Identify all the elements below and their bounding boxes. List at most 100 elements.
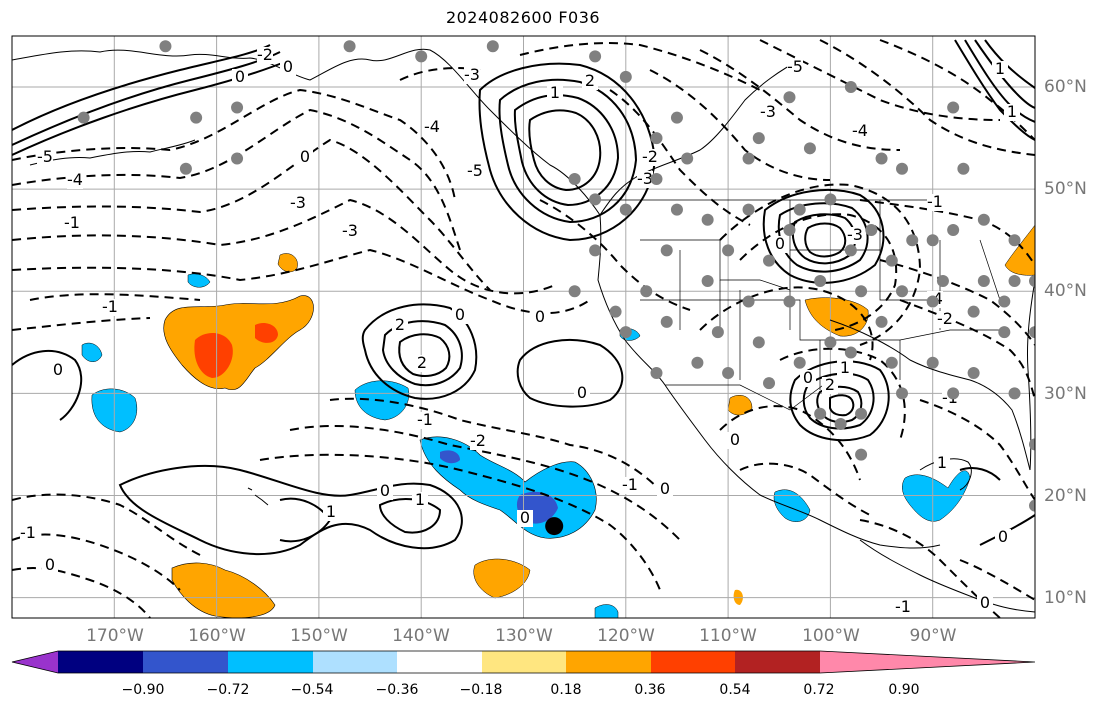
cyan-small-south	[594, 604, 619, 618]
station-marker	[660, 244, 673, 257]
baja-mexico-coast	[664, 384, 941, 549]
contour-label: 1	[326, 502, 336, 521]
station-marker	[486, 40, 499, 53]
station-marker	[691, 356, 704, 369]
colorbar-tick-label: 0.18	[550, 682, 582, 698]
contour-label-background	[992, 61, 1008, 78]
contour-label-background	[727, 432, 743, 449]
colorbar-tick-label: 0.72	[803, 682, 835, 698]
station-marker	[998, 295, 1011, 308]
colorbar-tick-label: −0.54	[290, 682, 334, 698]
contour-label: 0	[455, 305, 465, 324]
contour-label-background	[937, 311, 953, 328]
contour-label-background	[517, 510, 533, 527]
contour-label-background	[42, 557, 58, 574]
colorbar-extend-low	[12, 651, 58, 673]
colorbar-tick-label: −0.90	[121, 682, 165, 698]
station-marker	[783, 91, 796, 104]
orange-region-east	[1004, 224, 1035, 276]
contour-label: -2	[470, 431, 486, 450]
lat-label-20: 20°N	[1044, 486, 1087, 506]
station-marker	[1039, 408, 1051, 420]
station-marker	[977, 213, 990, 226]
station-marker	[589, 193, 602, 206]
contour-label-background	[64, 215, 80, 232]
contour-label: -3	[290, 193, 306, 212]
map-frame	[11, 35, 1036, 619]
lon-label-130w: 130°W	[495, 626, 553, 646]
contour-label: -5	[37, 147, 53, 166]
lon-label-120w: 120°W	[597, 626, 655, 646]
contour-label-background	[417, 412, 433, 429]
contour-label: 2	[395, 315, 405, 334]
contour-label: -1	[927, 192, 943, 211]
station-marker	[855, 448, 868, 461]
station-marker	[844, 346, 857, 359]
aleutians	[29, 139, 196, 166]
station-marker	[967, 305, 980, 318]
contour-label-background	[760, 104, 776, 121]
colorbar-cell	[58, 651, 143, 673]
contour-label: 2	[825, 375, 835, 394]
contour-label-background	[452, 307, 468, 324]
lat-label-50: 50°N	[1044, 179, 1087, 199]
station-marker	[681, 152, 694, 165]
station-marker	[179, 162, 192, 175]
station-marker	[1029, 438, 1035, 451]
station-marker	[793, 356, 806, 369]
contour-label: -1	[895, 597, 911, 616]
station-marker	[568, 172, 581, 185]
station-marker	[1008, 387, 1021, 400]
station-marker	[589, 50, 602, 63]
contour-label: -1	[622, 475, 638, 494]
contour-label-background	[995, 529, 1011, 546]
graticule	[12, 36, 1035, 618]
colorbar-tick-label: 0.90	[888, 682, 920, 698]
station-marker	[609, 305, 622, 318]
station-marker	[1101, 275, 1105, 287]
contour-label: 2	[585, 71, 595, 90]
contour-label-background	[232, 69, 248, 86]
station-marker	[1029, 499, 1035, 512]
station-markers	[77, 40, 1105, 512]
station-marker	[783, 224, 796, 236]
station-marker	[885, 356, 898, 369]
station-marker	[670, 203, 683, 216]
contour-label: 0	[577, 383, 587, 402]
contour-label: -4	[424, 117, 440, 136]
station-marker	[77, 111, 90, 124]
contour-label-background	[574, 385, 590, 402]
contour-label: -1	[64, 213, 80, 232]
central-america	[859, 539, 1035, 613]
station-marker	[906, 234, 919, 247]
contour-label: -3	[847, 225, 863, 244]
station-marker	[977, 275, 990, 288]
station-marker	[1049, 357, 1061, 369]
cyclone-center-marker	[545, 517, 564, 536]
alaska-coast	[12, 48, 601, 216]
contour-label: 0	[998, 527, 1008, 546]
hawaii	[247, 487, 269, 506]
lon-label-90w: 90°W	[909, 626, 957, 646]
contour-label-background	[547, 85, 563, 102]
contour-label: 0	[520, 508, 530, 527]
station-marker	[936, 275, 949, 288]
contour-label: -5	[787, 57, 803, 76]
contour-label-background	[470, 433, 486, 450]
station-marker	[660, 315, 673, 328]
contour-label: 2	[417, 353, 427, 372]
lat-label-60: 60°N	[1044, 77, 1087, 97]
orange-small-1	[277, 253, 298, 273]
red-core-west-2	[255, 323, 278, 343]
orange-region-gulf	[727, 395, 753, 416]
contour-label-background	[657, 481, 673, 498]
contour-label: 1	[415, 490, 425, 509]
colorbar-cell	[566, 651, 651, 673]
station-marker	[947, 101, 960, 114]
lon-label-110w: 110°W	[699, 626, 757, 646]
contour-label: -1	[102, 297, 118, 316]
contour-label-background	[800, 370, 816, 387]
station-marker	[640, 285, 653, 298]
station-marker	[875, 152, 888, 165]
contour-label: -2	[642, 147, 658, 166]
